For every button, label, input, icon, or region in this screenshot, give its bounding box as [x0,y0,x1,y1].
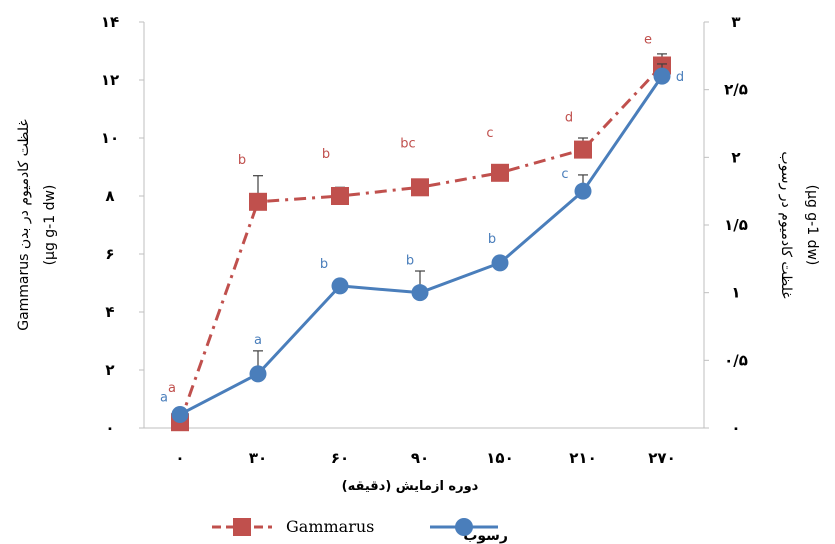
sig-letter-gammarus: bc [400,136,415,151]
data-point-sediment [171,405,189,423]
right-axis-ticks: ۰ ۰/۵ ۱ ۱/۵ ۲ ۲/۵ ۳ [704,13,748,437]
left-tick-label: ۴ [105,303,114,321]
left-tick-label: ۶ [105,245,114,263]
legend-gammarus-label: Gammarus [286,517,374,536]
data-point-gammarus [411,178,429,197]
left-axis-title-line2: (µg g-1 dw) [42,185,58,266]
x-axis-title: دوره ازمایش (دقیقه) [342,479,479,494]
sig-letter-sediment: b [488,232,496,247]
legend-sediment-label: رسوب [463,528,508,544]
right-axis-title-line2: (µg g-1 dw) [804,185,820,266]
x-tick-label: ۱۵۰ [486,449,513,467]
sig-letter-sediment: d [676,70,684,85]
legend-sediment-marker [455,518,473,536]
right-axis-title: غلظت کادمیوم در رسوب (µg g-1 dw) [778,151,820,298]
x-axis-ticks: ۰ ۳۰ ۶۰ ۹۰ ۱۵۰ ۲۱۰ ۲۷۰ [175,449,675,467]
data-point-sediment [653,67,671,85]
right-tick-label: ۰ [731,419,740,437]
right-tick-label: ۱ [731,284,740,302]
sig-letter-gammarus: c [486,126,493,141]
sig-letter-sediment: b [320,257,328,272]
x-tick-label: ۶۰ [331,449,349,467]
right-tick-label: ۱/۵ [724,216,748,234]
sediment-line [179,75,664,416]
legend-item-sediment: رسوب [430,518,508,544]
left-tick-label: ۱۲ [101,71,119,89]
left-tick-label: ۲ [105,361,114,379]
data-point-sediment [491,254,509,272]
sig-letter-gammarus: a [168,381,176,396]
x-tick-label: ۰ [175,449,184,467]
left-tick-label: ۱۰ [101,129,119,147]
sig-letter-sediment: a [254,333,262,348]
left-axis-title: غلظت کادمیوم در بدن Gammarus (µg g-1 dw) [16,119,58,331]
sig-letter-gammarus: b [238,153,246,168]
legend-item-gammarus: Gammarus [212,517,374,536]
data-point-gammarus [491,163,509,182]
x-tick-label: ۲۱۰ [569,449,596,467]
data-point-gammarus [574,140,592,159]
sig-letter-gammarus: e [644,33,652,48]
x-tick-label: ۳۰ [249,449,267,467]
data-point-sediment [574,182,592,200]
left-axis-ticks: ۰ ۲ ۴ ۶ ۸ ۱۰ ۱۲ ۱۴ [101,13,144,437]
left-axis-title-line1: غلظت کادمیوم در بدن Gammarus [16,119,32,331]
x-tick-label: ۹۰ [411,449,429,467]
series-gammarus [171,53,671,432]
data-point-sediment [249,365,267,383]
right-axis-title-line1: غلظت کادمیوم در رسوب [778,151,794,298]
sig-letter-sediment: b [406,254,414,269]
right-tick-label: ۲/۵ [724,81,748,99]
legend: Gammarus رسوب [212,517,508,544]
data-point-sediment [331,277,349,295]
sig-letter-gammarus: b [322,147,330,162]
legend-gammarus-marker [233,518,251,536]
data-point-gammarus [331,187,349,205]
sig-letter-sediment: c [561,167,568,182]
sig-letter-gammarus: d [565,111,573,126]
sig-letter-sediment: a [160,390,168,405]
left-tick-label: ۱۴ [101,13,119,31]
right-tick-label: ۳ [731,13,740,31]
right-tick-label: ۲ [731,148,740,166]
left-tick-label: ۰ [105,419,114,437]
data-point-sediment [411,284,429,302]
left-tick-label: ۸ [105,187,114,205]
x-tick-label: ۲۷۰ [648,449,675,467]
right-tick-label: ۰/۵ [724,351,748,369]
series-sediment [171,63,671,423]
data-point-gammarus [249,192,267,211]
